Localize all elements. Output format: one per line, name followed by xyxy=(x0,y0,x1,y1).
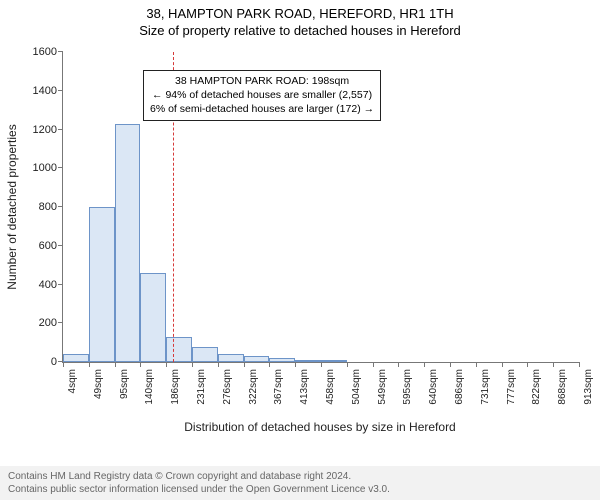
x-tick-label: 231sqm xyxy=(192,369,207,417)
x-tick-label: 413sqm xyxy=(295,369,310,417)
y-tick-label: 1000 xyxy=(33,162,63,174)
x-tick-label: 4sqm xyxy=(63,369,78,417)
x-tick-label: 367sqm xyxy=(269,369,284,417)
y-tick-mark xyxy=(58,322,63,323)
y-tick-label: 400 xyxy=(39,279,63,291)
footer-line-1: Contains HM Land Registry data © Crown c… xyxy=(8,470,592,483)
plot-area: 020040060080010001200140016004sqm49sqm95… xyxy=(62,52,579,363)
x-tick-label: 95sqm xyxy=(115,369,130,417)
y-tick-mark xyxy=(58,284,63,285)
x-tick-label: 276sqm xyxy=(218,369,233,417)
x-tick-label: 186sqm xyxy=(166,369,181,417)
histogram-bar xyxy=(140,273,166,362)
x-tick-label: 686sqm xyxy=(450,369,465,417)
x-tick-label: 777sqm xyxy=(502,369,517,417)
x-tick-label: 322sqm xyxy=(244,369,259,417)
y-tick-label: 800 xyxy=(39,201,63,213)
x-tick-label: 549sqm xyxy=(373,369,388,417)
x-tick-label: 504sqm xyxy=(347,369,362,417)
histogram-bar xyxy=(218,354,244,362)
y-tick-mark xyxy=(58,167,63,168)
y-tick-label: 1400 xyxy=(33,85,63,97)
page-subtitle: Size of property relative to detached ho… xyxy=(0,21,600,38)
annotation-line: ← 94% of detached houses are smaller (2,… xyxy=(150,88,374,102)
x-tick-label: 640sqm xyxy=(424,369,439,417)
chart-container: Number of detached properties 0200400600… xyxy=(0,44,600,436)
x-axis-label: Distribution of detached houses by size … xyxy=(62,420,578,434)
x-tick-label: 140sqm xyxy=(140,369,155,417)
histogram-bar xyxy=(63,354,89,362)
y-tick-label: 200 xyxy=(39,317,63,329)
histogram-bar xyxy=(192,347,218,363)
histogram-bar xyxy=(166,337,192,362)
y-tick-label: 1600 xyxy=(33,46,63,58)
x-tick-label: 913sqm xyxy=(579,369,594,417)
annotation-box: 38 HAMPTON PARK ROAD: 198sqm← 94% of det… xyxy=(143,70,381,121)
x-tick-label: 868sqm xyxy=(553,369,568,417)
page-title-address: 38, HAMPTON PARK ROAD, HEREFORD, HR1 1TH xyxy=(0,0,600,21)
attribution-footer: Contains HM Land Registry data © Crown c… xyxy=(0,466,600,500)
y-axis-label: Number of detached properties xyxy=(5,124,19,289)
x-tick-label: 822sqm xyxy=(527,369,542,417)
footer-line-2: Contains public sector information licen… xyxy=(8,483,592,496)
y-tick-mark xyxy=(58,206,63,207)
x-tick-label: 731sqm xyxy=(476,369,491,417)
histogram-bar xyxy=(89,207,115,362)
y-tick-mark xyxy=(58,129,63,130)
x-tick-label: 595sqm xyxy=(398,369,413,417)
histogram-bar xyxy=(115,124,141,362)
y-tick-label: 1200 xyxy=(33,124,63,136)
x-tick-label: 458sqm xyxy=(321,369,336,417)
y-tick-mark xyxy=(58,51,63,52)
annotation-line: 38 HAMPTON PARK ROAD: 198sqm xyxy=(150,74,374,88)
y-tick-label: 0 xyxy=(51,356,63,368)
y-tick-mark xyxy=(58,90,63,91)
y-tick-mark xyxy=(58,245,63,246)
x-tick-label: 49sqm xyxy=(89,369,104,417)
annotation-line: 6% of semi-detached houses are larger (1… xyxy=(150,102,374,116)
y-tick-label: 600 xyxy=(39,240,63,252)
